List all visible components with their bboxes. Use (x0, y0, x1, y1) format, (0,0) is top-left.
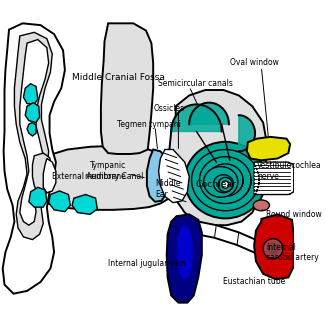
Text: Oval window: Oval window (230, 58, 279, 67)
Text: Semicircular canals: Semicircular canals (158, 79, 232, 88)
Text: Vestibulocochlea
nerve: Vestibulocochlea nerve (257, 161, 321, 181)
Polygon shape (33, 153, 52, 195)
Text: Internal jugular vein: Internal jugular vein (108, 259, 186, 268)
Text: Eustachian tube: Eustachian tube (224, 277, 286, 287)
Polygon shape (25, 103, 40, 123)
Polygon shape (147, 150, 170, 202)
Circle shape (222, 181, 229, 188)
Ellipse shape (253, 200, 269, 211)
Polygon shape (72, 195, 97, 215)
Polygon shape (27, 123, 36, 136)
Polygon shape (20, 39, 49, 225)
Ellipse shape (177, 225, 193, 279)
Polygon shape (29, 187, 47, 207)
Polygon shape (14, 32, 52, 240)
Circle shape (267, 242, 279, 255)
Circle shape (218, 177, 232, 192)
Text: Middle
Ear: Middle Ear (155, 179, 181, 199)
Ellipse shape (204, 167, 238, 197)
Polygon shape (101, 23, 153, 154)
Ellipse shape (185, 142, 266, 218)
Polygon shape (167, 215, 202, 303)
Polygon shape (23, 84, 38, 104)
Polygon shape (158, 150, 189, 203)
Polygon shape (43, 158, 56, 193)
Polygon shape (254, 215, 294, 279)
Polygon shape (49, 191, 70, 212)
Circle shape (263, 239, 283, 259)
Text: Middle Cranial Fossa: Middle Cranial Fossa (72, 73, 165, 82)
Polygon shape (171, 104, 222, 131)
Text: Internal
carotid artery: Internal carotid artery (266, 243, 319, 262)
Text: External Auditory Canal: External Auditory Canal (52, 172, 144, 181)
Polygon shape (189, 103, 229, 124)
Polygon shape (47, 146, 170, 210)
Text: Tegmen tympani: Tegmen tympani (117, 120, 181, 129)
Text: Cochlear: Cochlear (196, 180, 237, 189)
Polygon shape (3, 23, 65, 294)
Ellipse shape (214, 175, 233, 193)
Text: Tympanic
membrane: Tympanic membrane (84, 161, 126, 181)
Polygon shape (170, 90, 267, 225)
Polygon shape (197, 222, 289, 272)
Polygon shape (247, 137, 290, 160)
Text: Ossicles: Ossicles (153, 104, 184, 112)
Polygon shape (239, 115, 255, 151)
Polygon shape (254, 162, 294, 195)
Text: Round window: Round window (266, 210, 321, 219)
